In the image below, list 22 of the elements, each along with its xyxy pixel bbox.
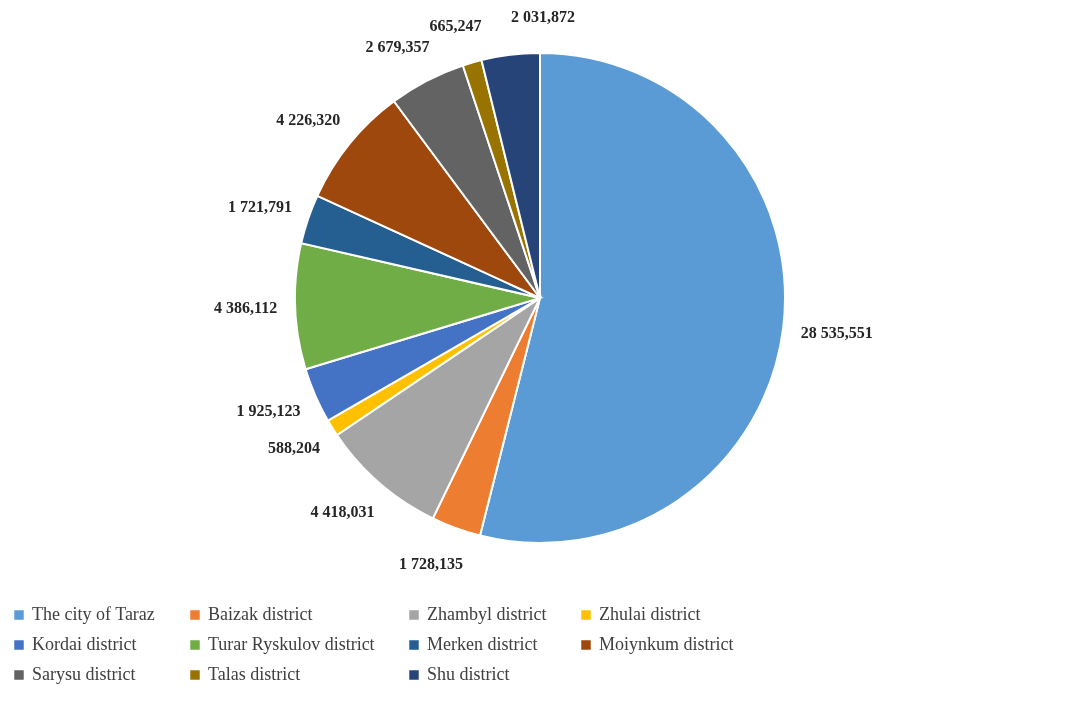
legend-label: Talas district: [208, 664, 301, 684]
legend-label: Merken district: [427, 634, 538, 654]
legend-label: Shu district: [427, 664, 510, 684]
data-label: 4 418,031: [310, 502, 375, 520]
data-label: 28 535,551: [800, 323, 873, 341]
data-label: 2 679,357: [365, 37, 430, 55]
data-label: 2 031,872: [510, 8, 575, 26]
legend-label: Baizak district: [208, 604, 313, 624]
legend-label: The city of Taraz: [32, 604, 155, 624]
legend-label: Turar Ryskulov district: [208, 634, 375, 654]
legend-label: Sarysu district: [32, 664, 136, 684]
data-label: 1 721,791: [228, 197, 293, 215]
data-label: 4 386,112: [214, 298, 278, 316]
legend-label: Moiynkum district: [599, 634, 734, 654]
data-label: 1 925,123: [236, 401, 301, 419]
data-label: 588,204: [268, 438, 321, 456]
data-label: 1 728,135: [398, 554, 463, 572]
legend-label: Zhulai district: [599, 604, 701, 624]
data-label: 4 226,320: [276, 110, 341, 128]
legend-label: Kordai district: [32, 634, 137, 654]
legend-label: Zhambyl district: [427, 604, 547, 624]
data-label: 665,247: [429, 17, 482, 35]
